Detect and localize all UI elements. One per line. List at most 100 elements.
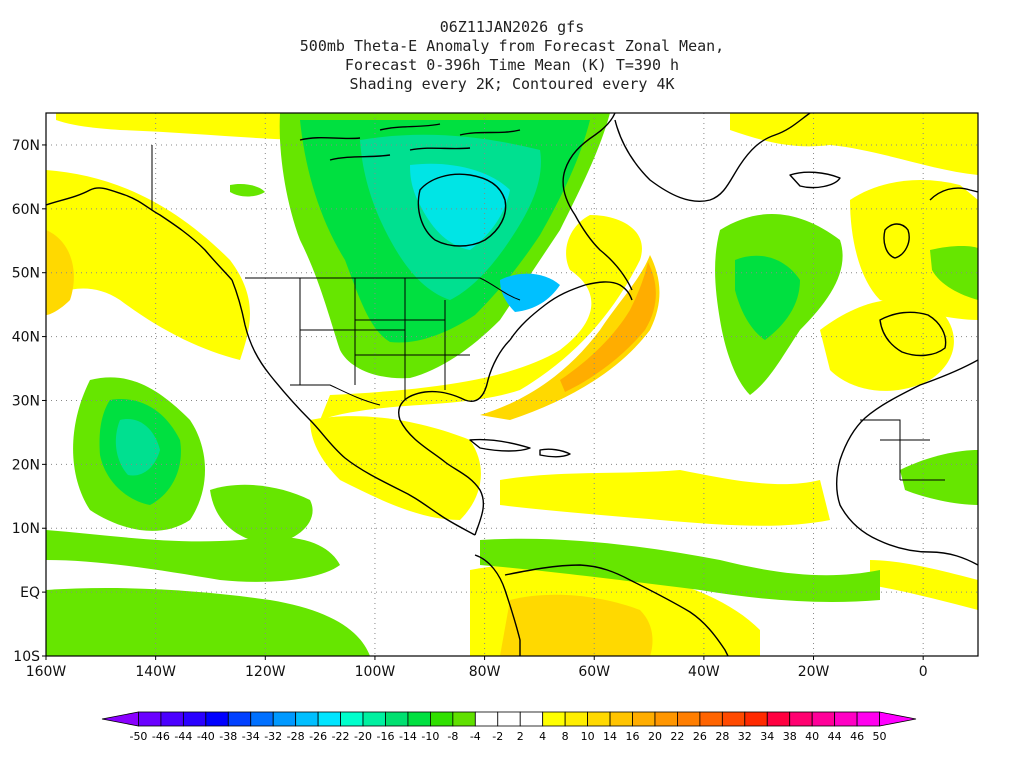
- colorbar-swatch: [497, 711, 521, 727]
- shade-arctic-green: [230, 183, 265, 197]
- colorbar-swatch: [879, 711, 917, 727]
- colorbar-label: 26: [693, 730, 707, 743]
- lon-tick-label: 160W: [26, 664, 67, 680]
- colorbar-label: -32: [264, 730, 282, 743]
- colorbar-label: 4: [539, 730, 546, 743]
- chart-title: 06Z11JAN2026 gfs 500mb Theta-E Anomaly f…: [0, 18, 1024, 94]
- colorbar-swatch: [834, 711, 858, 727]
- colorbar-swatch: [654, 711, 678, 727]
- colorbar-swatch: [385, 711, 409, 727]
- colorbar-swatch: [721, 711, 746, 727]
- colorbar-swatch: [429, 711, 454, 727]
- shade-north-atlantic-yellow: [730, 113, 978, 175]
- shade-tropical-atlantic-green: [480, 538, 880, 602]
- colorbar-swatch: [744, 711, 768, 727]
- shade-tropical-yellow: [500, 470, 830, 526]
- colorbar-label: 38: [783, 730, 797, 743]
- shade-ne-us-sky: [500, 273, 560, 312]
- colorbar-label: -8: [447, 730, 458, 743]
- title-line-3: Forecast 0-396h Time Mean (K) T=390 h: [344, 56, 680, 74]
- colorbar-label: -10: [421, 730, 439, 743]
- colorbar-label: -2: [492, 730, 503, 743]
- lat-tick-label: EQ: [20, 585, 40, 601]
- lat-tick-label: 60N: [12, 202, 40, 218]
- colorbar-label: -34: [242, 730, 260, 743]
- colorbar-swatch: [542, 711, 566, 727]
- lat-tick-label: 20N: [12, 457, 40, 473]
- lon-tick-label: 0: [919, 664, 928, 680]
- coast-iceland: [789, 171, 841, 189]
- colorbar-swatch: [317, 711, 341, 727]
- colorbar-label: 46: [850, 730, 864, 743]
- colorbar-label: 16: [626, 730, 640, 743]
- colorbar-swatch: [564, 711, 589, 727]
- shade-europe-green: [930, 245, 978, 300]
- shade-arctic-yellow: [56, 113, 300, 140]
- colorbar-label: -14: [399, 730, 417, 743]
- colorbar-swatch: [519, 711, 544, 727]
- lon-tick-label: 100W: [355, 664, 396, 680]
- colorbar-label: -38: [219, 730, 237, 743]
- colorbar-swatch: [766, 711, 791, 727]
- lon-tick-label: 40W: [688, 664, 720, 680]
- colorbar-label: -46: [152, 730, 170, 743]
- border-us-states-grid: [299, 278, 470, 400]
- shade-south-america-gold: [500, 594, 653, 656]
- colorbar-swatch: [138, 711, 162, 727]
- shade-atlantic-yellow-tongue: [320, 215, 642, 420]
- colorbar-swatch: [789, 711, 813, 727]
- colorbar-swatch: [182, 711, 207, 727]
- colorbar-swatch: [407, 711, 431, 727]
- colorbar-label: -50: [129, 730, 147, 743]
- shade-south-pacific-green: [46, 588, 370, 656]
- border-africa-states: [860, 419, 945, 481]
- colorbar-label: -28: [287, 730, 305, 743]
- colorbar-label: -26: [309, 730, 327, 743]
- lat-tick-label: 10N: [12, 521, 40, 537]
- colorbar-label: -4: [470, 730, 481, 743]
- colorbar-label: 22: [670, 730, 684, 743]
- lon-tick-label: 60W: [578, 664, 610, 680]
- colorbar-swatch: [205, 711, 229, 727]
- coast-arctic-islands: [299, 123, 521, 161]
- colorbar-label: -22: [332, 730, 350, 743]
- colorbar-label: 10: [581, 730, 595, 743]
- lon-tick-labels: 160W 140W 120W 100W 80W 60W 40W 20W 0: [26, 656, 928, 680]
- colorbar-label: 40: [805, 730, 819, 743]
- colorbar-swatch: [587, 711, 611, 727]
- title-line-4: Shading every 2K; Contoured every 4K: [349, 75, 675, 93]
- lat-tick-labels: 70N 60N 50N 40N 30N 20N 10N EQ 10S: [12, 138, 46, 665]
- colorbar-label: 14: [603, 730, 617, 743]
- colorbar: [101, 711, 917, 727]
- title-line-1: 06Z11JAN2026 gfs: [439, 18, 585, 36]
- colorbar-swatch: [699, 711, 723, 727]
- colorbar-swatch: [362, 711, 386, 727]
- shade-africa-green: [900, 450, 978, 505]
- shade-caribbean-yellow: [310, 416, 481, 520]
- colorbar-swatch: [609, 711, 633, 727]
- colorbar-swatch: [160, 711, 184, 727]
- colorbar-label: 8: [562, 730, 569, 743]
- colorbar-label: 44: [828, 730, 842, 743]
- shade-pacific-yellow-band: [46, 235, 220, 300]
- colorbar-label: -20: [354, 730, 372, 743]
- shade-africa-yellow: [870, 560, 978, 610]
- colorbar-swatch: [452, 711, 476, 727]
- shade-pacific-aqua: [115, 419, 160, 476]
- colorbar-swatch: [227, 711, 252, 727]
- coast-british-isles: [883, 223, 910, 259]
- lat-tick-label: 70N: [12, 138, 40, 154]
- colorbar-label: 2: [517, 730, 524, 743]
- coast-hudson-bay: [417, 173, 507, 247]
- coast-south-america: [474, 554, 729, 656]
- anomaly-shading: [46, 113, 978, 656]
- coast-greenland: [614, 113, 811, 202]
- colorbar-label: -44: [174, 730, 192, 743]
- lat-tick-label: 40N: [12, 330, 40, 346]
- colorbar-label: 34: [760, 730, 774, 743]
- coast-gulf: [398, 339, 511, 536]
- shade-atlantic-orange: [560, 262, 656, 392]
- lon-tick-label: 120W: [245, 664, 286, 680]
- shade-central-america-green: [210, 484, 313, 545]
- coastlines: [46, 113, 978, 656]
